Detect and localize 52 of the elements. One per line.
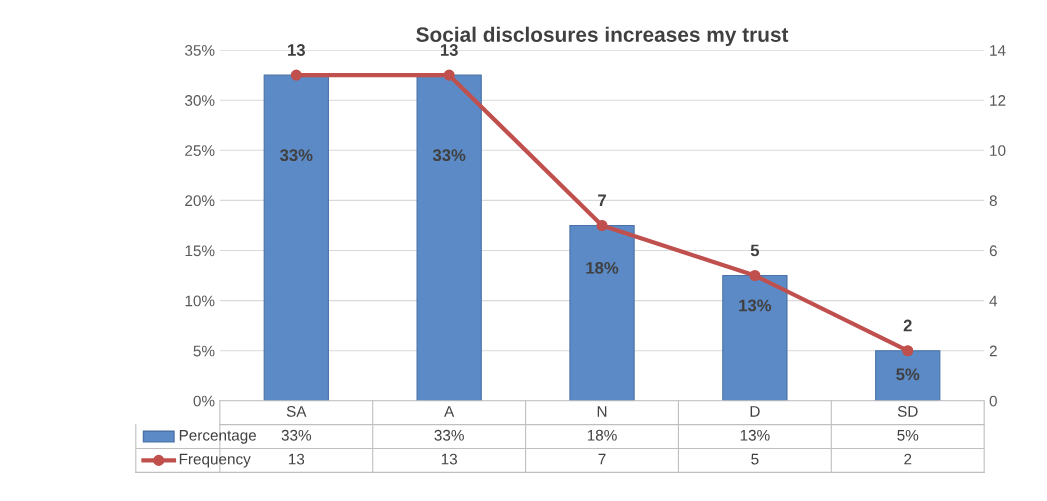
data-label: 13% — [740, 429, 770, 441]
point — [443, 69, 455, 81]
text: 5 — [750, 244, 760, 257]
point — [290, 69, 302, 81]
y-tick-label: 5% — [193, 345, 215, 357]
data-label: 18% — [587, 429, 617, 441]
data-label: 5% — [897, 429, 919, 441]
text: 18% — [586, 261, 619, 274]
x-tick-label: SD — [897, 406, 918, 417]
bar — [875, 350, 941, 401]
bar — [416, 74, 482, 401]
text: 13% — [739, 299, 772, 312]
x-tick-label: D — [750, 406, 760, 417]
y2-tick-label: 8 — [989, 195, 997, 207]
data-label: 33% — [281, 429, 312, 441]
point — [902, 345, 914, 357]
y2-tick-label: 10 — [990, 145, 1006, 156]
data-label: 5 — [751, 453, 759, 465]
y2-tick-label: 14 — [990, 45, 1006, 56]
y-tick-label: 20% — [185, 195, 215, 207]
y2-tick-label: 0 — [989, 395, 997, 407]
y-tick-label: 30% — [185, 95, 215, 106]
x-tick-label: A — [444, 406, 455, 417]
y2-tick-label: 4 — [989, 295, 998, 307]
y-tick-label: 0% — [193, 395, 215, 407]
text: 13 — [288, 44, 305, 56]
text: 5% — [896, 368, 920, 381]
text: 33% — [280, 149, 313, 162]
data-label: 13 — [441, 453, 457, 465]
legend-label: Frequency — [179, 453, 251, 468]
bar — [722, 274, 788, 401]
text: 33% — [432, 149, 466, 162]
bar — [263, 74, 329, 401]
y-tick-label: 35% — [185, 44, 215, 56]
text: 2 — [903, 319, 912, 332]
text: 7 — [598, 194, 606, 207]
data-label: 7 — [598, 453, 606, 465]
legend-label: Percentage — [179, 430, 257, 444]
y2-tick-label: 2 — [989, 345, 997, 357]
y2-tick-label: 6 — [989, 245, 997, 257]
x-tick-label: SA — [286, 406, 307, 417]
data-label: 33% — [434, 429, 464, 441]
y-tick-label: 25% — [185, 145, 215, 156]
point — [596, 219, 608, 232]
bar — [569, 224, 635, 401]
data-label: 13 — [288, 453, 305, 465]
y2-tick-label: 12 — [990, 95, 1006, 106]
y-tick-label: 15% — [185, 245, 215, 257]
x-tick-label: N — [597, 406, 607, 417]
data-label: 2 — [904, 453, 912, 465]
y-tick-label: 10% — [185, 295, 215, 307]
point — [749, 269, 761, 282]
